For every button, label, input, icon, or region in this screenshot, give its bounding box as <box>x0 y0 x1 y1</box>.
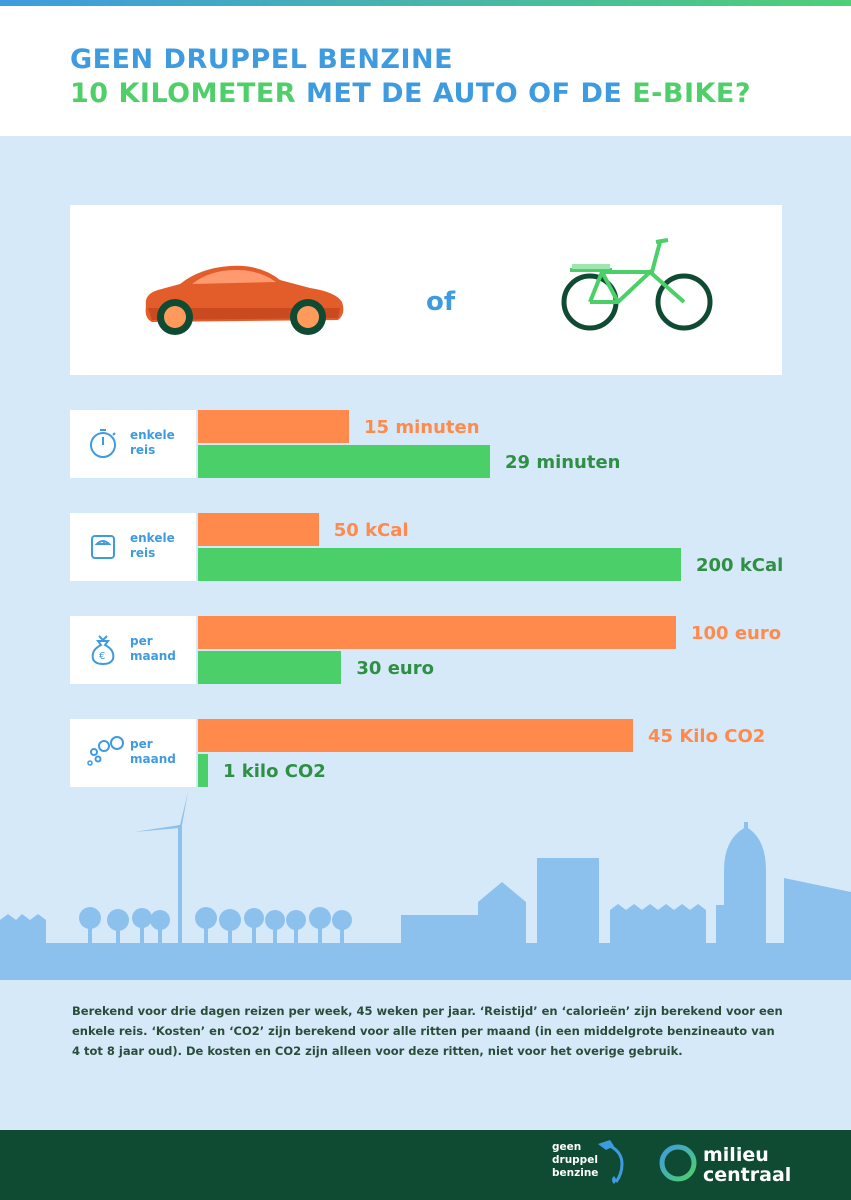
stopwatch-icon <box>90 429 116 458</box>
value-label-bike-travel-time: 29 minuten <box>505 452 621 473</box>
svg-text:€: € <box>99 651 105 662</box>
value-label-car-costs: 100 euro <box>691 623 782 644</box>
bar-car-co2 <box>198 719 633 752</box>
footer <box>0 1130 851 1200</box>
title-distance: 10 KILOMETER <box>70 78 297 109</box>
row-label-travel-time: enkele reis <box>70 410 196 478</box>
scale-icon <box>91 535 115 559</box>
bar-bike-travel-time <box>198 445 490 478</box>
geen-druppel-benzine-logo: geen druppel benzine <box>552 1141 598 1180</box>
title-ebike: E-BIKE? <box>632 78 752 109</box>
mc-line-1: milieu <box>703 1144 769 1166</box>
title-line-2: 10 KILOMETER MET DE AUTO OF DE E-BIKE? <box>70 78 751 109</box>
value-label-bike-calories: 200 kCal <box>696 555 784 576</box>
city-skyline-illustration <box>0 792 851 980</box>
title-middle: MET DE AUTO OF DE <box>296 78 633 109</box>
row-label-line1: per <box>130 737 153 751</box>
ebike-icon <box>561 238 713 331</box>
fuel-nozzle-icon <box>598 1140 624 1184</box>
row-label-line1: enkele <box>130 531 175 545</box>
bar-bike-costs <box>198 651 342 684</box>
row-label-line2: maand <box>130 752 176 766</box>
gdb-line-2: druppel <box>552 1154 598 1166</box>
row-label-calories: enkele reis <box>70 513 196 581</box>
top-accent-line <box>0 0 851 6</box>
bar-car-calories <box>198 513 319 546</box>
value-label-bike-costs: 30 euro <box>356 658 434 679</box>
car-icon <box>145 265 344 335</box>
gdb-line-1: geen <box>552 1141 582 1153</box>
row-label-line1: enkele <box>130 428 175 442</box>
value-label-car-co2: 45 Kilo CO2 <box>648 726 766 747</box>
mc-line-2: centraal <box>703 1164 792 1186</box>
value-label-bike-co2: 1 kilo CO2 <box>223 761 326 782</box>
gdb-line-3: benzine <box>552 1167 599 1179</box>
row-label-line2: maand <box>130 649 176 663</box>
row-label-line2: reis <box>130 443 156 457</box>
money-bag-icon: € <box>91 635 115 666</box>
bar-car-travel-time <box>198 410 350 443</box>
header: GEEN DRUPPEL BENZINE 10 KILOMETER MET DE… <box>0 6 851 136</box>
or-label: of <box>426 287 456 317</box>
row-label-co2: per maand <box>70 719 196 787</box>
row-label-costs: € per maand <box>70 616 196 684</box>
row-label-line1: per <box>130 634 153 648</box>
bar-car-costs <box>198 616 676 649</box>
title-line-1: GEEN DRUPPEL BENZINE <box>70 44 454 75</box>
value-label-car-travel-time: 15 minuten <box>364 417 480 438</box>
milieu-centraal-logo-text: milieu centraal <box>703 1145 791 1185</box>
value-label-car-calories: 50 kCal <box>333 520 409 541</box>
row-label-line2: reis <box>130 546 156 560</box>
bar-bike-calories <box>198 548 681 581</box>
footnote: Berekend voor drie dagen reizen per week… <box>72 1004 783 1058</box>
milieu-centraal-logo-ring <box>659 1144 697 1182</box>
bar-bike-co2 <box>198 754 208 787</box>
bubbles-icon <box>87 736 124 766</box>
